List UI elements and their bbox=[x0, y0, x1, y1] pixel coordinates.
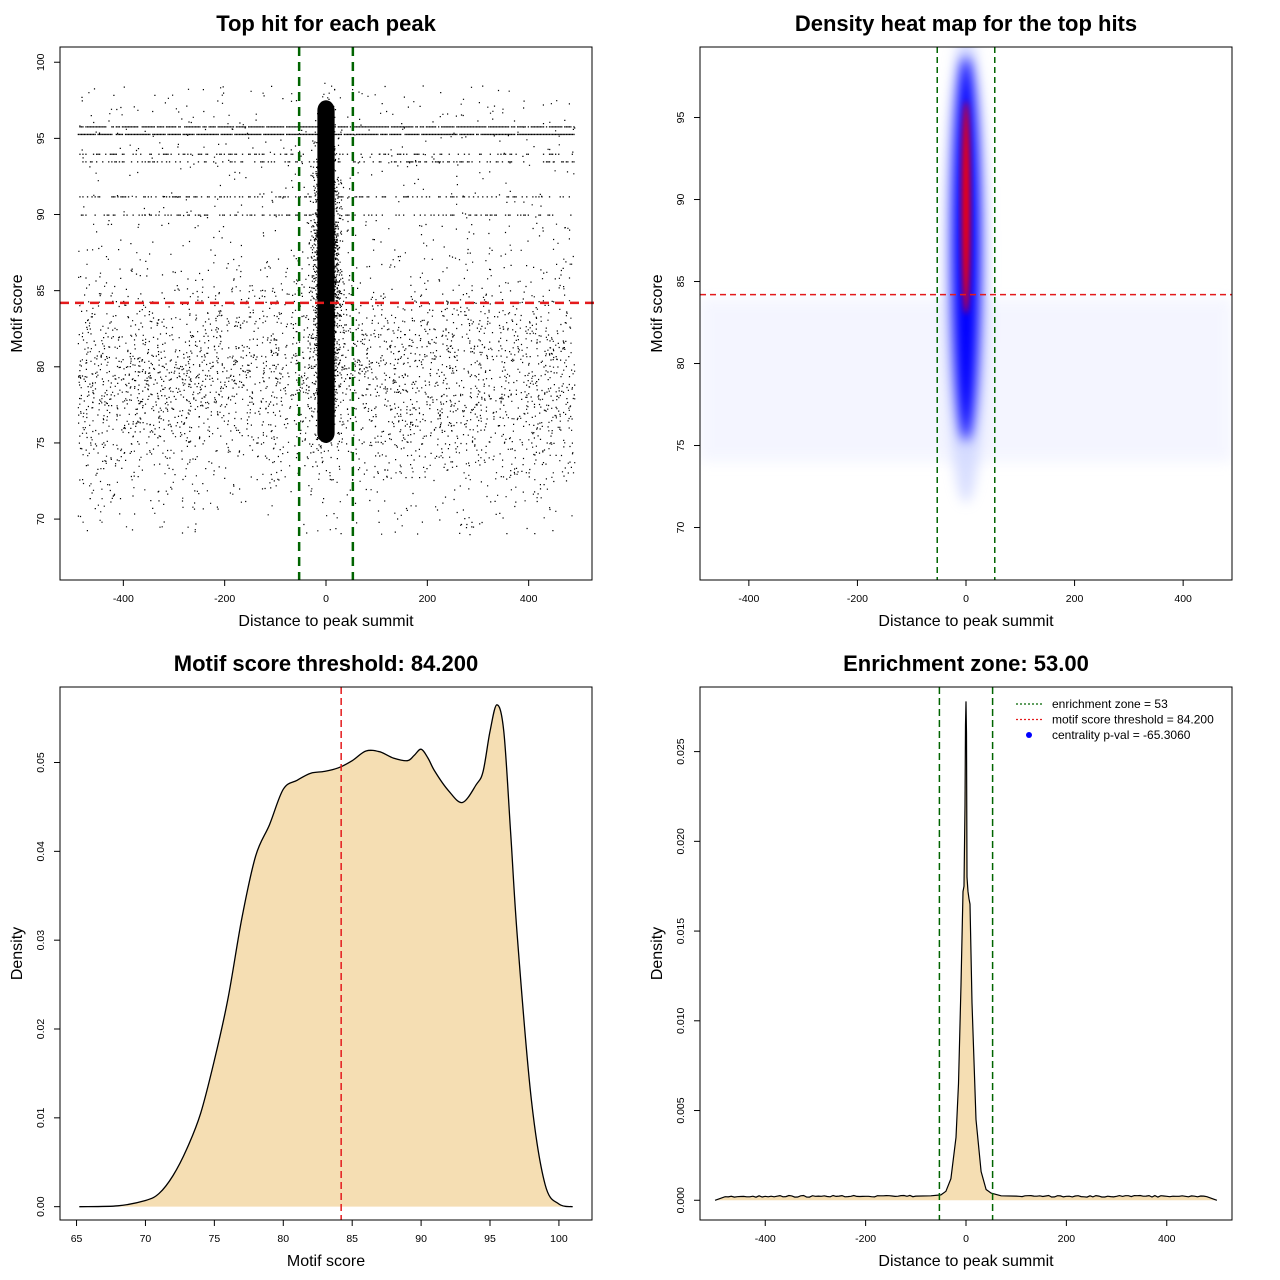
score-density-ytick-label: 0.03 bbox=[35, 930, 47, 951]
heatmap-title: Density heat map for the top hits bbox=[795, 11, 1137, 36]
score-density-ytick-label: 0.04 bbox=[35, 841, 47, 862]
enrichment-ytick-label: 0.020 bbox=[675, 828, 687, 854]
heatmap-red-core bbox=[962, 101, 970, 315]
legend-entry-label: centrality p-val = -65.3060 bbox=[1052, 728, 1191, 742]
enrichment-ytick-label: 0.000 bbox=[675, 1187, 687, 1213]
enrichment-ytick-label: 0.010 bbox=[675, 1008, 687, 1034]
enrichment-xtick-label: -400 bbox=[755, 1233, 776, 1245]
scatter-title: Top hit for each peak bbox=[216, 11, 436, 36]
heatmap-xtick-label: 200 bbox=[1066, 593, 1084, 605]
heatmap-xtick-label: 0 bbox=[963, 593, 969, 605]
enrichment-panel: Enrichment zone: 53.00 Distance to peak s… bbox=[649, 651, 1233, 1270]
scatter-ytick-label: 80 bbox=[35, 361, 47, 373]
legend-point-marker bbox=[1026, 732, 1032, 738]
enrichment-xtick-label: -200 bbox=[855, 1233, 876, 1245]
enrichment-xtick-label: 400 bbox=[1158, 1233, 1176, 1245]
scatter-xtick-label: -400 bbox=[113, 593, 134, 605]
enrichment-legend: enrichment zone = 53 motif score threshol… bbox=[1016, 697, 1214, 742]
score-density-ylabel: Density bbox=[9, 927, 26, 980]
enrichment-xlabel: Distance to peak summit bbox=[878, 1253, 1054, 1270]
score-density-curve bbox=[79, 704, 573, 1208]
score-density-xtick-label: 80 bbox=[277, 1233, 289, 1245]
legend-entry-label: motif score threshold = 84.200 bbox=[1052, 713, 1214, 727]
heatmap-ytick-label: 90 bbox=[675, 194, 687, 206]
enrichment-ylabel: Density bbox=[649, 927, 666, 980]
enrichment-border bbox=[699, 686, 1233, 1221]
heatmap-xtick-label: -400 bbox=[738, 593, 759, 605]
scatter-ytick-label: 90 bbox=[35, 209, 47, 221]
enrichment-title: Enrichment zone: 53.00 bbox=[843, 651, 1089, 676]
heatmap-xtick-label: 400 bbox=[1174, 593, 1192, 605]
heatmap-density bbox=[700, 47, 1232, 503]
heatmap-xtick-label: -200 bbox=[847, 593, 868, 605]
heatmap-ylabel: Motif score bbox=[649, 274, 666, 352]
heatmap-ytick-label: 95 bbox=[675, 112, 687, 124]
enrichment-ytick-label: 0.015 bbox=[675, 918, 687, 944]
heatmap-panel: Density heat map for the top hits Distanc… bbox=[649, 11, 1233, 630]
scatter-panel: Top hit for each peak Distance to peak su… bbox=[9, 11, 600, 630]
score-density-xtick-label: 85 bbox=[346, 1233, 358, 1245]
score-density-title: Motif score threshold: 84.200 bbox=[174, 651, 478, 676]
score-density-area bbox=[79, 704, 573, 1207]
enrichment-xtick-label: 0 bbox=[963, 1233, 969, 1245]
score-density-border bbox=[59, 686, 593, 1221]
scatter-ytick-label: 95 bbox=[35, 132, 47, 144]
scatter-ytick-label: 70 bbox=[35, 513, 47, 525]
legend-entry-label: enrichment zone = 53 bbox=[1052, 697, 1168, 711]
enrichment-xtick-label: 200 bbox=[1058, 1233, 1076, 1245]
enrichment-ytick-label: 0.025 bbox=[675, 738, 687, 764]
scatter-cluster-points bbox=[305, 82, 351, 468]
score-density-xtick-label: 75 bbox=[209, 1233, 221, 1245]
score-density-xtick-label: 70 bbox=[140, 1233, 152, 1245]
score-density-xtick-label: 100 bbox=[550, 1233, 568, 1245]
heatmap-xlabel: Distance to peak summit bbox=[878, 613, 1054, 630]
score-density-xlabel: Motif score bbox=[287, 1253, 365, 1270]
score-density-ytick-label: 0.01 bbox=[35, 1107, 47, 1128]
score-density-ytick-label: 0.00 bbox=[35, 1196, 47, 1217]
heatmap-plot-border bbox=[699, 46, 1233, 581]
scatter-ytick-label: 75 bbox=[35, 437, 47, 449]
scatter-ytick-label: 85 bbox=[35, 285, 47, 297]
heatmap-ytick-label: 80 bbox=[675, 358, 687, 370]
score-density-panel: Motif score threshold: 84.200 Motif score… bbox=[9, 651, 593, 1270]
score-density-xtick-label: 65 bbox=[71, 1233, 83, 1245]
enrichment-density-area bbox=[715, 701, 1217, 1201]
heatmap-ytick-label: 70 bbox=[675, 522, 687, 534]
enrichment-ytick-label: 0.005 bbox=[675, 1097, 687, 1123]
enrichment-density-curve bbox=[714, 701, 1218, 1201]
scatter-xtick-label: 400 bbox=[520, 593, 538, 605]
heatmap-ytick-label: 85 bbox=[675, 276, 687, 288]
score-density-xtick-label: 95 bbox=[484, 1233, 496, 1245]
scatter-points bbox=[77, 82, 576, 536]
scatter-plot-border bbox=[59, 46, 593, 581]
scatter-xtick-label: 200 bbox=[419, 593, 437, 605]
scatter-xlabel: Distance to peak summit bbox=[238, 613, 414, 630]
scatter-ytick-label: 100 bbox=[35, 53, 47, 71]
score-density-ytick-label: 0.05 bbox=[35, 752, 47, 773]
score-density-xtick-label: 90 bbox=[415, 1233, 427, 1245]
scatter-ylabel: Motif score bbox=[9, 274, 26, 352]
scatter-xtick-label: 0 bbox=[323, 593, 329, 605]
scatter-xtick-label: -200 bbox=[214, 593, 235, 605]
heatmap-ytick-label: 75 bbox=[675, 440, 687, 452]
score-density-ytick-label: 0.02 bbox=[35, 1019, 47, 1040]
